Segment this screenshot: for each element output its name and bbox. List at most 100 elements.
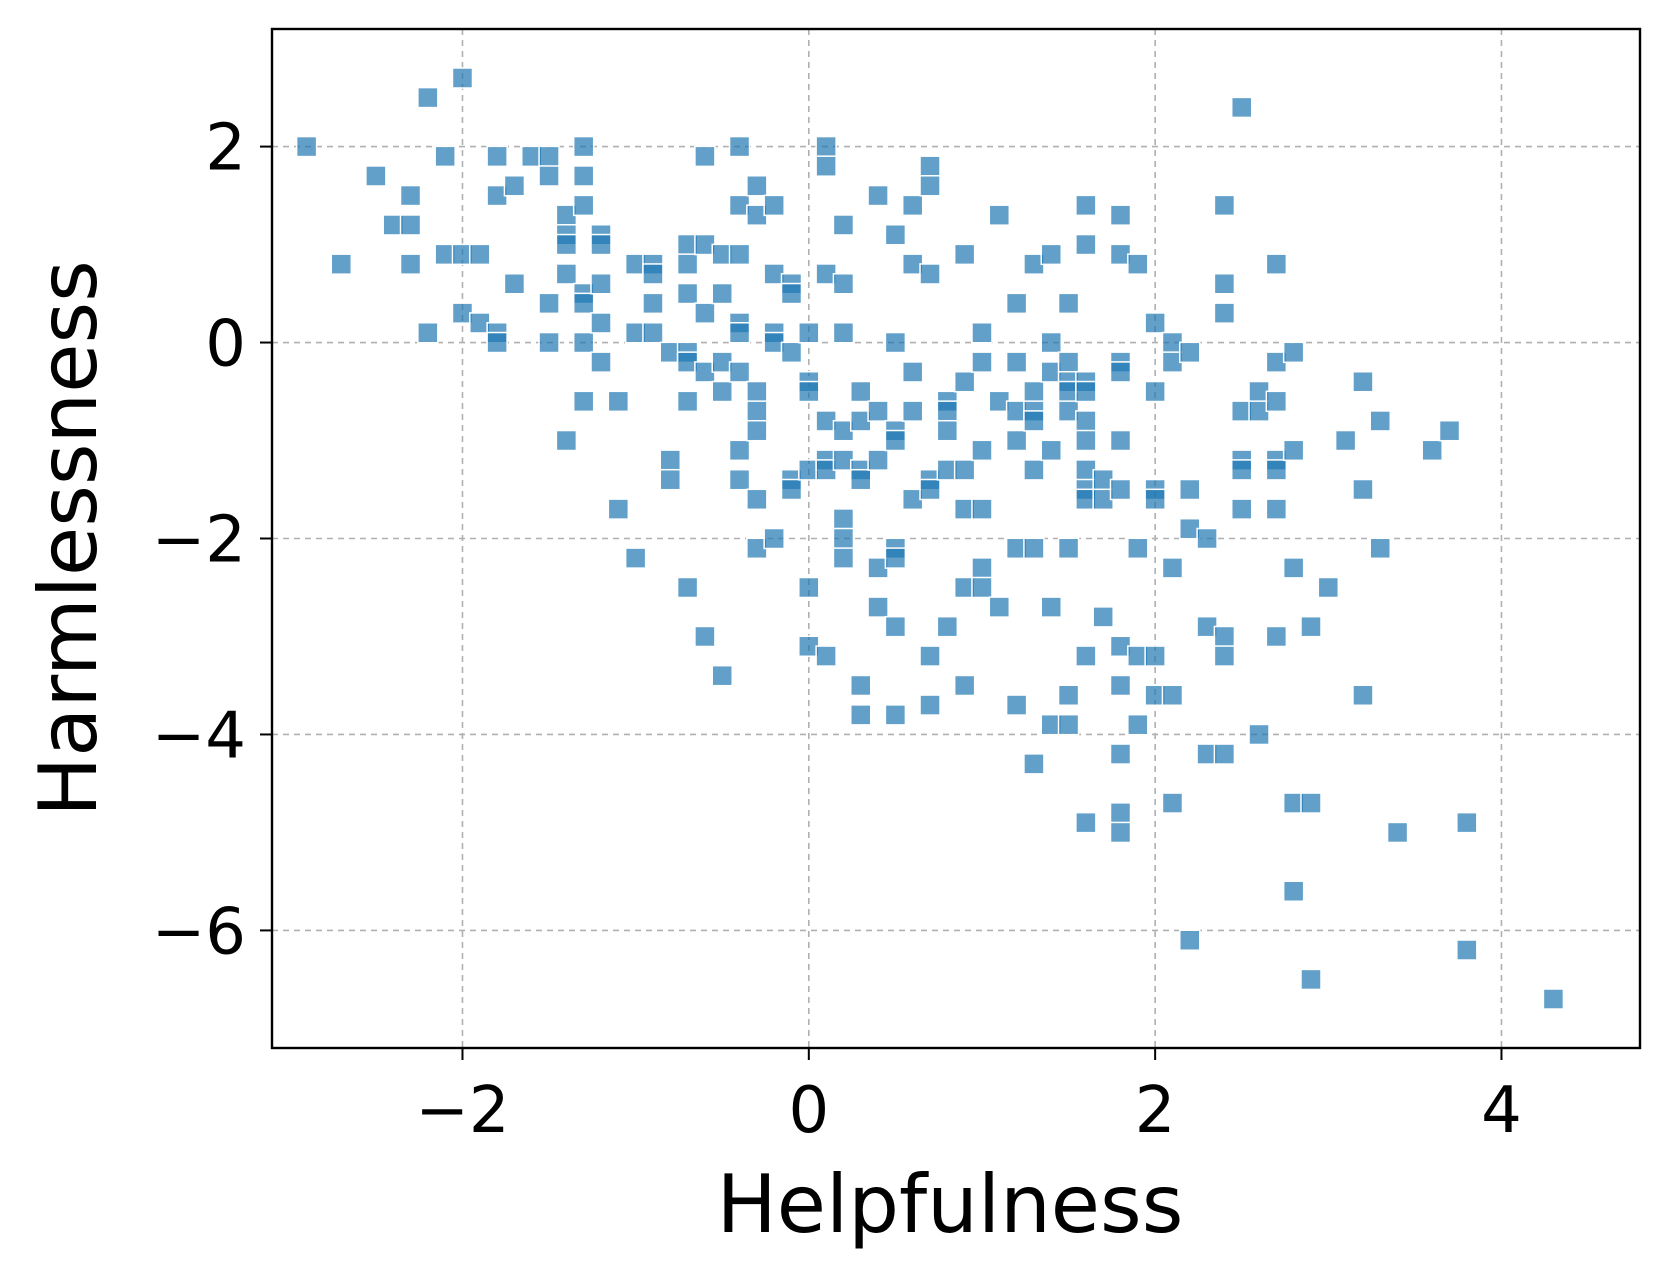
y-axis-label: Harmlessness bbox=[22, 260, 115, 817]
data-point bbox=[1109, 478, 1132, 501]
data-point bbox=[832, 508, 855, 530]
data-point bbox=[746, 488, 768, 511]
y-tick-label: −6 bbox=[152, 895, 246, 969]
data-point bbox=[971, 439, 993, 462]
data-point bbox=[1213, 645, 1236, 667]
data-point bbox=[1282, 439, 1305, 462]
data-point bbox=[832, 321, 855, 344]
data-point bbox=[953, 370, 976, 393]
data-point bbox=[867, 400, 889, 422]
data-point bbox=[1456, 939, 1478, 961]
data-point bbox=[676, 576, 699, 599]
data-point bbox=[642, 292, 664, 315]
data-point bbox=[1265, 253, 1288, 275]
data-point bbox=[763, 194, 785, 217]
data-point bbox=[815, 155, 837, 177]
data-point bbox=[1230, 498, 1253, 520]
data-point bbox=[572, 390, 595, 413]
data-point bbox=[711, 664, 733, 687]
data-point bbox=[1456, 811, 1478, 834]
data-point bbox=[1248, 723, 1270, 746]
data-point bbox=[1075, 645, 1097, 667]
data-point bbox=[1109, 802, 1132, 824]
data-point bbox=[901, 194, 924, 217]
data-point bbox=[936, 419, 959, 442]
data-point bbox=[901, 361, 924, 383]
data-point bbox=[832, 527, 855, 550]
data-point bbox=[815, 135, 837, 158]
data-point bbox=[867, 449, 889, 471]
data-point bbox=[832, 547, 855, 569]
data-point bbox=[365, 165, 387, 187]
data-point bbox=[850, 380, 872, 403]
data-point bbox=[572, 165, 595, 187]
data-point bbox=[919, 645, 941, 667]
data-point bbox=[469, 243, 491, 266]
data-point bbox=[1023, 537, 1045, 560]
data-point bbox=[1213, 625, 1236, 648]
data-point bbox=[746, 400, 768, 422]
y-tick-label: −4 bbox=[152, 699, 246, 773]
data-point bbox=[953, 459, 976, 481]
data-point bbox=[1352, 478, 1374, 501]
data-point bbox=[572, 331, 595, 354]
data-point bbox=[1352, 684, 1374, 707]
data-point bbox=[555, 263, 578, 285]
data-point bbox=[988, 596, 1011, 618]
data-point bbox=[832, 273, 855, 295]
data-point bbox=[1161, 557, 1184, 579]
data-point bbox=[919, 478, 941, 501]
data-point bbox=[884, 615, 907, 638]
data-point bbox=[901, 400, 924, 422]
data-point bbox=[884, 429, 907, 452]
x-tick-label: 2 bbox=[1135, 1074, 1176, 1148]
data-point bbox=[1040, 243, 1062, 266]
data-point bbox=[746, 419, 768, 442]
data-point bbox=[1109, 674, 1132, 697]
data-point bbox=[694, 625, 716, 648]
data-point bbox=[538, 331, 560, 354]
data-point bbox=[1040, 596, 1062, 618]
data-point bbox=[832, 214, 855, 236]
data-point bbox=[953, 674, 976, 697]
data-point bbox=[1109, 204, 1132, 226]
data-point bbox=[1144, 488, 1166, 511]
data-point bbox=[728, 439, 751, 462]
data-point bbox=[1040, 439, 1062, 462]
data-point bbox=[1369, 410, 1392, 432]
data-point bbox=[1265, 459, 1288, 481]
data-point bbox=[607, 390, 630, 413]
data-point bbox=[676, 390, 699, 413]
data-point bbox=[850, 704, 872, 726]
data-point bbox=[1179, 341, 1201, 364]
data-point bbox=[1023, 753, 1045, 775]
data-point bbox=[815, 645, 837, 667]
data-point bbox=[728, 468, 751, 491]
data-point bbox=[1057, 351, 1080, 373]
data-point bbox=[503, 175, 526, 197]
data-point bbox=[451, 67, 474, 89]
data-point bbox=[1005, 694, 1028, 716]
data-point bbox=[711, 380, 733, 403]
data-point bbox=[1334, 429, 1357, 452]
data-point bbox=[1144, 380, 1166, 403]
data-point bbox=[659, 449, 682, 471]
data-point bbox=[555, 429, 578, 452]
data-point bbox=[1057, 537, 1080, 560]
data-point bbox=[1438, 419, 1461, 442]
data-point bbox=[1265, 498, 1288, 520]
data-point bbox=[1317, 576, 1340, 599]
data-point bbox=[850, 468, 872, 491]
data-point bbox=[1057, 684, 1080, 707]
data-point bbox=[1282, 880, 1305, 902]
data-point bbox=[850, 674, 872, 697]
data-point bbox=[295, 135, 318, 158]
data-point bbox=[1300, 968, 1322, 991]
data-point bbox=[434, 145, 456, 168]
data-point bbox=[867, 596, 889, 618]
data-point bbox=[607, 498, 630, 520]
x-axis-label: Helpfulness bbox=[717, 1158, 1184, 1251]
data-point bbox=[1109, 429, 1132, 452]
